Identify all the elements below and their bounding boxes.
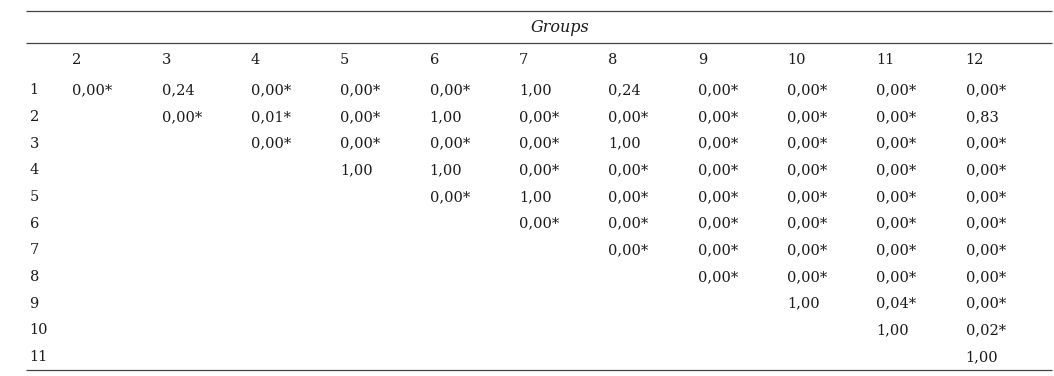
Text: 0,00*: 0,00*	[787, 164, 827, 177]
Text: 9: 9	[30, 297, 39, 311]
Text: 0,00*: 0,00*	[519, 164, 560, 177]
Text: 1,00: 1,00	[965, 350, 998, 364]
Text: 0,00*: 0,00*	[876, 217, 917, 231]
Text: 0,00*: 0,00*	[251, 83, 291, 97]
Text: 0,00*: 0,00*	[608, 110, 648, 124]
Text: 0,00*: 0,00*	[876, 243, 917, 258]
Text: 0,83: 0,83	[965, 110, 998, 124]
Text: 0,00*: 0,00*	[161, 110, 201, 124]
Text: 9: 9	[698, 53, 707, 67]
Text: 1,00: 1,00	[430, 110, 463, 124]
Text: 4: 4	[30, 164, 39, 177]
Text: 0,00*: 0,00*	[340, 137, 380, 151]
Text: 0,24: 0,24	[161, 83, 194, 97]
Text: 0,00*: 0,00*	[876, 83, 917, 97]
Text: 4: 4	[251, 53, 260, 67]
Text: 0,00*: 0,00*	[430, 137, 470, 151]
Text: 0,00*: 0,00*	[965, 164, 1006, 177]
Text: 0,00*: 0,00*	[519, 137, 560, 151]
Text: 0,00*: 0,00*	[787, 190, 827, 204]
Text: 3: 3	[161, 53, 171, 67]
Text: 0,00*: 0,00*	[965, 243, 1006, 258]
Text: 2: 2	[72, 53, 81, 67]
Text: 0,00*: 0,00*	[787, 110, 827, 124]
Text: 10: 10	[787, 53, 805, 67]
Text: 8: 8	[608, 53, 618, 67]
Text: 7: 7	[519, 53, 528, 67]
Text: 0,00*: 0,00*	[608, 164, 648, 177]
Text: 0,00*: 0,00*	[965, 270, 1006, 284]
Text: 0,00*: 0,00*	[608, 190, 648, 204]
Text: 0,00*: 0,00*	[430, 83, 470, 97]
Text: 6: 6	[430, 53, 438, 67]
Text: 0,00*: 0,00*	[876, 270, 917, 284]
Text: 1,00: 1,00	[519, 190, 551, 204]
Text: 1,00: 1,00	[787, 297, 820, 311]
Text: 5: 5	[30, 190, 39, 204]
Text: 0,00*: 0,00*	[340, 110, 380, 124]
Text: 10: 10	[30, 323, 48, 337]
Text: 0,04*: 0,04*	[876, 297, 917, 311]
Text: 0,00*: 0,00*	[430, 190, 470, 204]
Text: 0,00*: 0,00*	[698, 137, 738, 151]
Text: 0,01*: 0,01*	[251, 110, 291, 124]
Text: 0,00*: 0,00*	[965, 137, 1006, 151]
Text: 1,00: 1,00	[430, 164, 463, 177]
Text: 0,00*: 0,00*	[698, 83, 738, 97]
Text: 0,00*: 0,00*	[608, 217, 648, 231]
Text: 0,00*: 0,00*	[787, 137, 827, 151]
Text: 0,00*: 0,00*	[698, 190, 738, 204]
Text: 0,00*: 0,00*	[787, 83, 827, 97]
Text: 0,00*: 0,00*	[698, 217, 738, 231]
Text: 1,00: 1,00	[608, 137, 641, 151]
Text: 0,00*: 0,00*	[698, 270, 738, 284]
Text: 0,00*: 0,00*	[965, 83, 1006, 97]
Text: 0,02*: 0,02*	[965, 323, 1006, 337]
Text: 0,00*: 0,00*	[698, 164, 738, 177]
Text: 0,00*: 0,00*	[340, 83, 380, 97]
Text: 0,00*: 0,00*	[965, 297, 1006, 311]
Text: 0,00*: 0,00*	[876, 190, 917, 204]
Text: 0,00*: 0,00*	[698, 110, 738, 124]
Text: 1,00: 1,00	[519, 83, 551, 97]
Text: 0,00*: 0,00*	[787, 270, 827, 284]
Text: 12: 12	[965, 53, 984, 67]
Text: 6: 6	[30, 217, 39, 231]
Text: 0,00*: 0,00*	[876, 110, 917, 124]
Text: 0,00*: 0,00*	[965, 217, 1006, 231]
Text: 11: 11	[876, 53, 895, 67]
Text: 5: 5	[340, 53, 350, 67]
Text: 0,00*: 0,00*	[698, 243, 738, 258]
Text: 0,00*: 0,00*	[876, 137, 917, 151]
Text: 0,00*: 0,00*	[251, 137, 291, 151]
Text: 0,00*: 0,00*	[876, 164, 917, 177]
Text: Groups: Groups	[531, 19, 590, 36]
Text: 0,00*: 0,00*	[519, 110, 560, 124]
Text: 0,00*: 0,00*	[608, 243, 648, 258]
Text: 0,00*: 0,00*	[72, 83, 113, 97]
Text: 0,00*: 0,00*	[787, 217, 827, 231]
Text: 0,00*: 0,00*	[787, 243, 827, 258]
Text: 11: 11	[30, 350, 47, 364]
Text: 7: 7	[30, 243, 39, 258]
Text: 2: 2	[30, 110, 39, 124]
Text: 0,00*: 0,00*	[519, 217, 560, 231]
Text: 1: 1	[30, 83, 39, 97]
Text: 0,00*: 0,00*	[965, 190, 1006, 204]
Text: 8: 8	[30, 270, 39, 284]
Text: 3: 3	[30, 137, 39, 151]
Text: 0,24: 0,24	[608, 83, 641, 97]
Text: 1,00: 1,00	[876, 323, 909, 337]
Text: 1,00: 1,00	[340, 164, 373, 177]
